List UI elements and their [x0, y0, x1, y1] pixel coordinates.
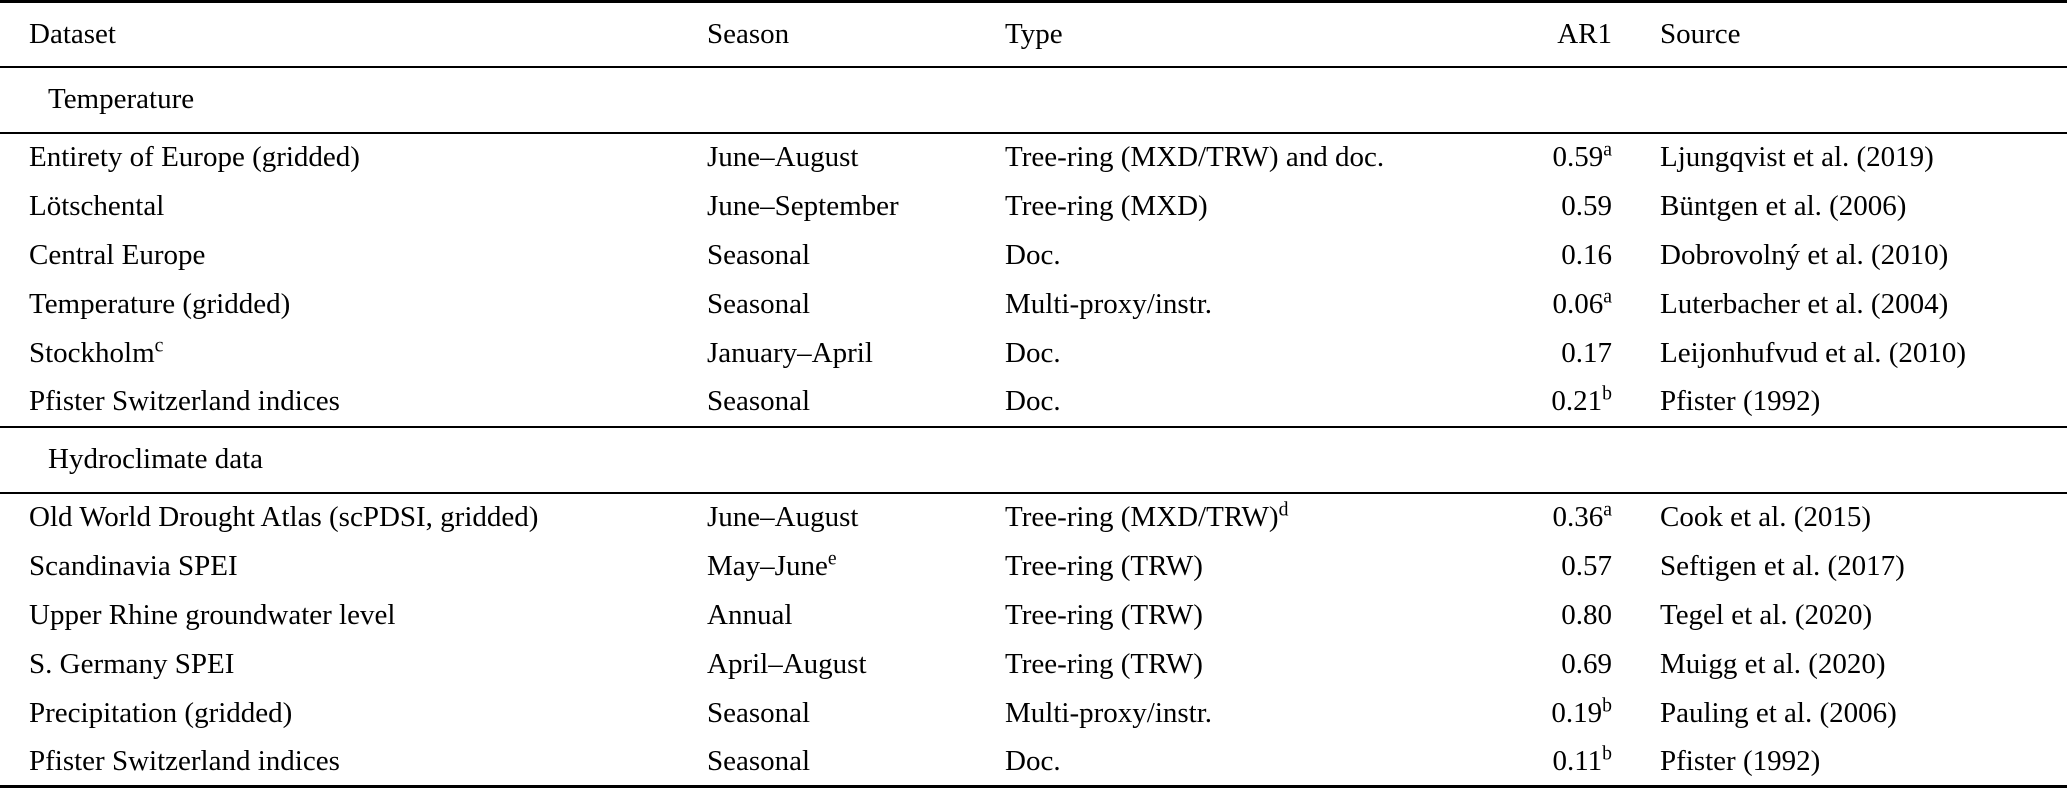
ar1-cell: 0.59a: [1552, 138, 1613, 173]
ar1-cell: 0.19b: [1551, 693, 1612, 729]
season-cell: January–April: [707, 336, 873, 369]
table-row: Lötschental June–September Tree-ring (MXD)…: [0, 182, 2067, 231]
footnote-marker: a: [1603, 498, 1612, 521]
dataset-cell: Precipitation (gridded): [29, 696, 293, 729]
type-cell: Tree-ring (MXD/TRW) and doc.: [1005, 141, 1385, 173]
section-header-label: Temperature: [0, 65, 2067, 134]
dataset-cell: Central Europe: [29, 238, 206, 271]
table-row: Precipitation (gridded) Seasonal Multi-pro…: [0, 689, 2067, 738]
footnote-marker: a: [1603, 138, 1612, 161]
source-cell: Pauling et al. (2006): [1660, 696, 1897, 729]
footnote-marker: d: [1278, 498, 1289, 521]
table-header: Dataset Season Type AR1 Source: [0, 1, 2067, 68]
footnote-marker: a: [1603, 284, 1612, 307]
type-cell: Doc.: [1005, 744, 1061, 777]
footnote-marker: b: [1602, 742, 1612, 765]
dataset-cell: Pfister Switzerland indices: [29, 744, 340, 777]
type-cell: Multi-proxy/instr.: [1005, 696, 1213, 729]
type-cell: Tree-ring (MXD/TRW)d: [1005, 498, 1289, 533]
type-cell: Tree-ring (TRW): [1005, 598, 1203, 631]
table-row: Temperature (gridded) Seasonal Multi-proxy…: [0, 280, 2067, 329]
table-row: Central Europe Seasonal Doc. 0.16 Dobrovolný…: [0, 231, 2067, 280]
season-cell: Seasonal: [707, 744, 811, 777]
col-header-type: Type: [1005, 1, 1400, 68]
table-row: Stockholmc January–April Doc. 0.17 Leijonhuf…: [0, 329, 2067, 378]
section-header-row: Temperature: [0, 65, 2067, 134]
type-cell: Tree-ring (TRW): [1005, 647, 1203, 680]
ar1-cell: 0.36a: [1552, 498, 1613, 533]
dataset-cell: Scandinavia SPEI: [29, 549, 238, 582]
dataset-cell: S. Germany SPEI: [29, 647, 235, 680]
source-cell: Büntgen et al. (2006): [1660, 189, 1907, 222]
season-cell: Seasonal: [707, 696, 811, 729]
footnote-marker: e: [827, 546, 837, 569]
source-cell: Seftigen et al. (2017): [1660, 549, 1905, 582]
footnote-marker: b: [1602, 382, 1612, 405]
header-row: Dataset Season Type AR1 Source: [0, 1, 2067, 68]
dataset-cell: Entirety of Europe (gridded): [29, 141, 360, 173]
footnote-marker: c: [154, 333, 164, 356]
ar1-cell: 0.69: [1561, 647, 1612, 680]
type-cell: Doc.: [1005, 385, 1061, 417]
season-cell: May–Junee: [707, 546, 837, 582]
dataset-cell: Upper Rhine groundwater level: [29, 598, 396, 631]
type-cell: Doc.: [1005, 238, 1061, 271]
source-cell: Luterbacher et al. (2004): [1660, 287, 1949, 320]
col-header-ar1: AR1: [1400, 1, 1612, 68]
season-cell: Seasonal: [707, 238, 811, 271]
table-body: Temperature Entirety of Europe (gridded) J…: [0, 65, 2067, 787]
col-header-season: Season: [707, 1, 1005, 68]
source-cell: Ljungqvist et al. (2019): [1660, 141, 1934, 173]
table-row: Pfister Switzerland indices Seasonal Doc. 0…: [0, 738, 2067, 787]
type-cell: Tree-ring (TRW): [1005, 549, 1203, 582]
ar1-cell: 0.57: [1561, 549, 1612, 582]
ar1-cell: 0.59: [1561, 189, 1612, 222]
section-header-label: Hydroclimate data: [0, 425, 2067, 494]
ar1-cell: 0.16: [1561, 238, 1612, 271]
table-row: Scandinavia SPEI May–Junee Tree-ring (TRW)…: [0, 542, 2067, 591]
season-cell: April–August: [707, 647, 867, 680]
table-row: S. Germany SPEI April–August Tree-ring (TR…: [0, 640, 2067, 689]
season-cell: Seasonal: [707, 385, 811, 417]
ar1-cell: 0.06a: [1552, 284, 1613, 320]
source-cell: Pfister (1992): [1660, 744, 1821, 777]
season-cell: Seasonal: [707, 287, 811, 320]
datasets-table: Dataset Season Type AR1 Source Temperatu…: [0, 0, 2067, 788]
season-cell: June–August: [707, 141, 859, 173]
dataset-cell: Lötschental: [29, 189, 165, 222]
table-row: Upper Rhine groundwater level Annual Tree-…: [0, 591, 2067, 640]
type-cell: Tree-ring (MXD): [1005, 189, 1208, 222]
table-row: Old World Drought Atlas (scPDSI, gridded…: [0, 493, 2067, 542]
ar1-cell: 0.17: [1561, 336, 1612, 369]
season-cell: June–September: [707, 189, 899, 222]
table-row: Entirety of Europe (gridded) June–August T…: [0, 133, 2067, 182]
type-cell: Multi-proxy/instr.: [1005, 287, 1213, 320]
section-header-row: Hydroclimate data: [0, 425, 2067, 494]
season-cell: Annual: [707, 598, 793, 631]
source-cell: Muigg et al. (2020): [1660, 647, 1886, 680]
col-header-source: Source: [1612, 1, 2067, 68]
source-cell: Pfister (1992): [1660, 385, 1821, 417]
source-cell: Leijonhufvud et al. (2010): [1660, 336, 1967, 369]
footnote-marker: b: [1602, 693, 1612, 716]
season-cell: June–August: [707, 501, 859, 533]
ar1-cell: 0.21b: [1551, 382, 1612, 417]
col-header-dataset: Dataset: [0, 1, 707, 68]
dataset-cell: Temperature (gridded): [29, 287, 291, 320]
type-cell: Doc.: [1005, 336, 1061, 369]
source-cell: Tegel et al. (2020): [1660, 598, 1873, 631]
ar1-cell: 0.80: [1561, 598, 1612, 631]
source-cell: Cook et al. (2015): [1660, 501, 1872, 533]
source-cell: Dobrovolný et al. (2010): [1660, 238, 1949, 271]
dataset-cell: Pfister Switzerland indices: [29, 385, 340, 417]
table-row: Pfister Switzerland indices Seasonal Doc. 0…: [0, 378, 2067, 427]
dataset-cell: Stockholmc: [29, 333, 164, 369]
ar1-cell: 0.11b: [1552, 742, 1612, 777]
dataset-cell: Old World Drought Atlas (scPDSI, gridded…: [29, 501, 539, 533]
